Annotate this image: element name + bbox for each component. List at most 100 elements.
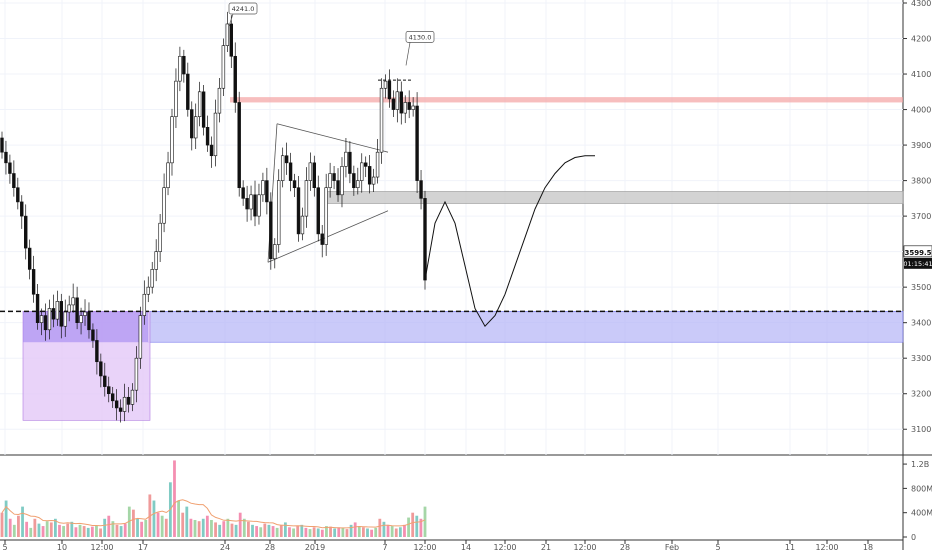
candle-body xyxy=(99,361,103,377)
volume-bar xyxy=(271,526,275,537)
volume-bar xyxy=(201,518,205,537)
volume-bar xyxy=(238,512,242,537)
candle-body xyxy=(59,301,63,327)
candle-body xyxy=(205,127,210,146)
candle-body xyxy=(328,173,332,189)
volume-bar xyxy=(267,524,271,537)
time-axis[interactable]: 5 10 12:00 17 24 28 2019 7 12:00 14 12:00 21 12:00 28… xyxy=(2,540,873,550)
price-tick-label: 3500.0 xyxy=(911,283,932,292)
candle-body xyxy=(209,144,214,157)
candle-body xyxy=(12,173,16,189)
volume-bar xyxy=(132,509,135,537)
candle-body xyxy=(411,105,415,110)
volume-bar xyxy=(308,529,312,537)
price-callouts: 4241.0 4130.0 xyxy=(228,2,435,66)
volume-bar xyxy=(95,525,98,537)
candle-body xyxy=(182,55,186,75)
candle-body xyxy=(288,162,293,181)
candle-body xyxy=(47,308,52,331)
volume-bar xyxy=(316,528,320,537)
volume-bar xyxy=(366,528,369,537)
time-tick-label: 12:00 xyxy=(573,543,596,550)
candle-body xyxy=(383,80,388,89)
volume-bar xyxy=(312,527,316,537)
candle-body xyxy=(194,116,198,139)
volume-bar xyxy=(370,529,374,537)
volume-bar xyxy=(222,521,226,537)
volume-bar xyxy=(337,527,341,537)
candle-body xyxy=(300,215,305,235)
volume-bar xyxy=(242,518,246,537)
volume-bar xyxy=(386,524,390,537)
price-axis[interactable]: 4300.0 4200.0 4100.0 4000.0 3900.0 3800.0 3700… xyxy=(903,0,932,542)
time-tick-label: 10 xyxy=(57,543,67,550)
candle-body xyxy=(4,151,8,164)
volume-bar xyxy=(144,519,148,537)
candle-body xyxy=(150,269,154,288)
candle-body xyxy=(134,357,139,391)
candle-body xyxy=(107,386,111,395)
last-price-label: 3599.5 xyxy=(904,249,931,257)
volume-bar xyxy=(111,521,115,537)
candle-body xyxy=(186,73,190,110)
candle-body xyxy=(292,180,297,189)
volume-tick-label: 1.2B xyxy=(911,460,929,469)
volume-bar xyxy=(99,528,102,537)
volume-bar xyxy=(210,519,213,537)
price-tick-label: 4200.0 xyxy=(911,35,932,44)
volume-bar xyxy=(357,526,361,537)
triangle-upper-line xyxy=(276,123,389,153)
volume-bar xyxy=(403,524,406,537)
time-tick-label: 21 xyxy=(541,543,551,550)
price-tick-label: 4000.0 xyxy=(911,106,932,115)
candle-body xyxy=(114,400,119,409)
volume-bar xyxy=(49,522,53,537)
candle-body xyxy=(284,155,289,164)
candle-body xyxy=(51,308,56,320)
callout-box xyxy=(228,2,258,15)
candle-body xyxy=(237,102,241,189)
volume-bar xyxy=(66,523,70,537)
time-tick-label: 24 xyxy=(220,543,230,550)
candle-body xyxy=(217,87,222,114)
candle-body xyxy=(63,311,67,327)
demand-zone xyxy=(147,311,904,343)
candle-body xyxy=(269,201,273,260)
candle-body xyxy=(67,304,71,313)
time-tick-label: 7 xyxy=(382,543,387,550)
price-tick-label: 3200.0 xyxy=(911,390,932,399)
candle-body xyxy=(336,180,340,196)
volume-bar xyxy=(37,523,41,537)
candle-body xyxy=(371,176,376,185)
volume-bar xyxy=(329,526,332,537)
candle-body xyxy=(249,194,253,210)
volume-bar xyxy=(279,524,283,537)
candle-body xyxy=(261,180,265,196)
time-tick-label: 11 xyxy=(785,543,795,550)
volume-bar xyxy=(45,521,49,537)
volume-bar xyxy=(411,512,415,537)
volume-bar xyxy=(378,518,382,537)
price-tick-label: 4100.0 xyxy=(911,70,932,79)
volume-bar xyxy=(197,521,201,537)
volume-bar xyxy=(423,506,427,537)
volume-bar xyxy=(226,518,230,537)
volume-bar xyxy=(341,527,345,537)
candle-body xyxy=(79,315,83,323)
candle-body xyxy=(229,23,233,57)
candle-body xyxy=(344,151,348,167)
time-tick-label: 28 xyxy=(265,543,275,550)
volume-bar xyxy=(283,522,287,537)
candle-body xyxy=(415,105,419,181)
candle-body xyxy=(16,187,20,203)
candle-body xyxy=(35,293,40,323)
candle-body xyxy=(154,251,158,270)
volume-bar xyxy=(4,500,8,537)
volume-bar xyxy=(394,528,398,537)
volume-bar xyxy=(259,527,263,537)
candle-body xyxy=(174,80,178,117)
volume-bar xyxy=(288,527,291,537)
price-tick-label: 3300.0 xyxy=(911,354,932,363)
volume-bar xyxy=(152,500,156,537)
